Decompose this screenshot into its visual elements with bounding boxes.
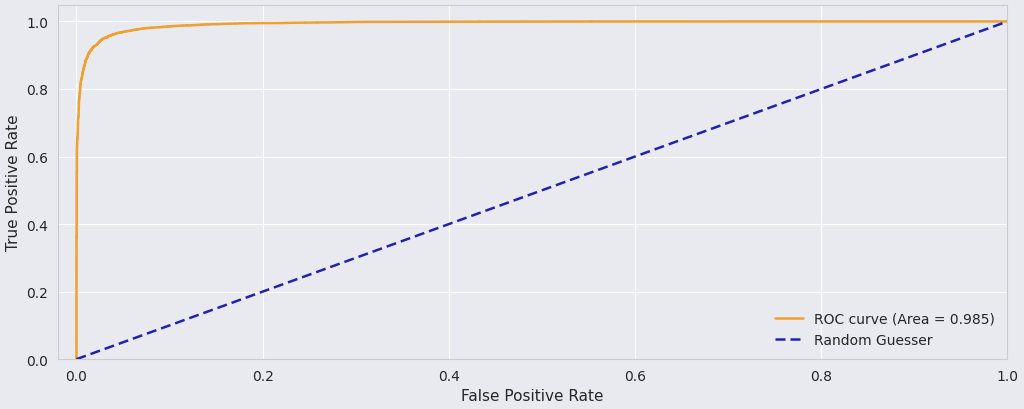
Legend: ROC curve (Area = 0.985), Random Guesser: ROC curve (Area = 0.985), Random Guesser: [770, 306, 1000, 353]
ROC curve (Area = 0.985): [268, 22, 281, 27]
ROC curve (Area = 0.985): [71, 357, 83, 362]
Y-axis label: True Positive Rate: True Positive Rate: [5, 114, 20, 251]
Line: ROC curve (Area = 0.985): ROC curve (Area = 0.985): [77, 22, 1008, 359]
ROC curve (Area = 0.985): [129, 28, 141, 33]
X-axis label: False Positive Rate: False Positive Rate: [462, 389, 604, 403]
ROC curve (Area = 0.985): [132, 28, 144, 33]
ROC curve (Area = 0.985): [152, 26, 164, 31]
ROC curve (Area = 0.985): [108, 33, 120, 38]
ROC curve (Area = 0.985): [665, 20, 677, 25]
ROC curve (Area = 0.985): [97, 37, 110, 42]
ROC curve (Area = 0.985): [1001, 20, 1014, 25]
